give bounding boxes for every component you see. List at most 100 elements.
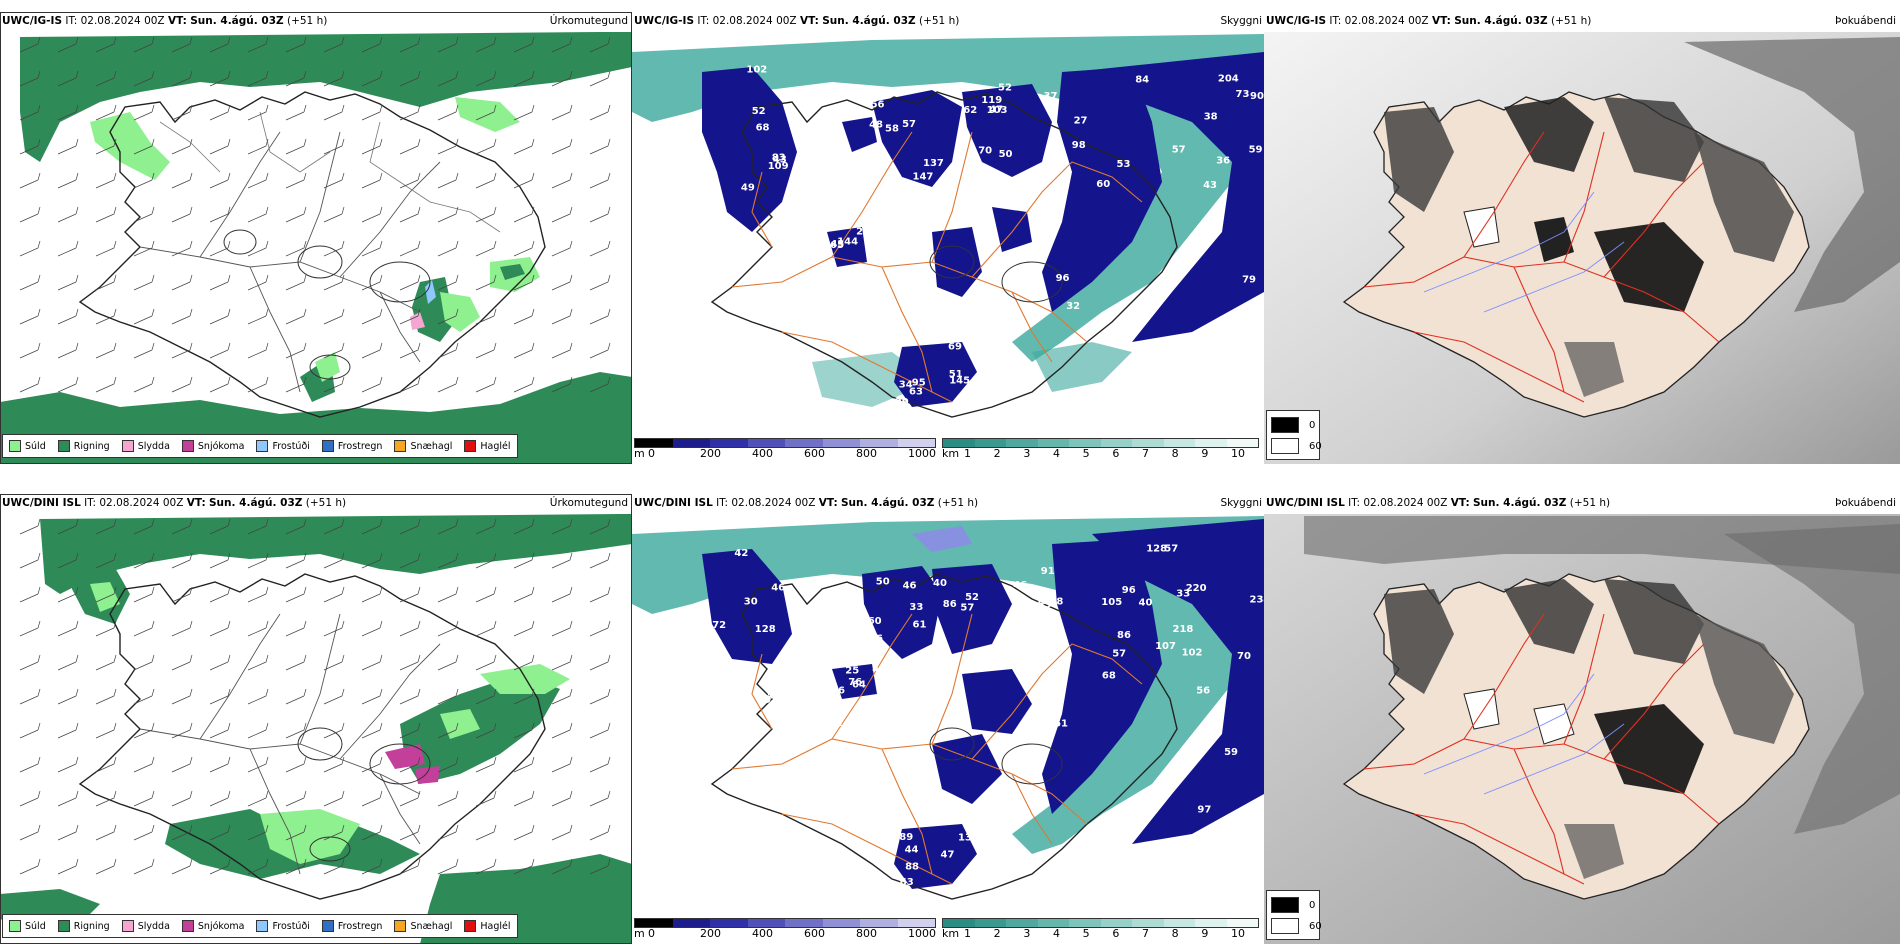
colorbar-tick-label: 1000 <box>908 927 936 940</box>
colorbar-tick-label: 4 <box>1053 447 1060 460</box>
ceiling-value-label: 57 <box>902 119 916 130</box>
wind-barb <box>171 518 193 535</box>
wind-barb <box>475 308 497 325</box>
wind-barb <box>589 722 611 739</box>
ceiling-value-label: 119 <box>981 95 1002 106</box>
ceiling-value-label: 79 <box>1242 275 1256 286</box>
wind-barb <box>361 790 383 807</box>
legend-swatch <box>321 920 334 932</box>
wind-barb <box>19 274 41 291</box>
ceiling-value-label: 47 <box>920 655 934 666</box>
wind-barb <box>19 308 41 325</box>
ceiling-value-label: 53 <box>1117 159 1131 170</box>
wind-barb <box>57 722 79 739</box>
colorbar-tick-label: 5 <box>1082 447 1090 460</box>
ceiling-value-label: 25 <box>845 666 859 677</box>
ceiling-value-label: 66 <box>869 634 883 645</box>
fog-map-row1 <box>1264 32 1900 464</box>
wind-barb <box>589 824 611 841</box>
wind-barb <box>589 586 611 603</box>
ceiling-value-label: 36 <box>1216 156 1230 167</box>
wind-barb <box>95 756 117 773</box>
ceiling-value-label: 145 <box>949 376 970 387</box>
wind-barb <box>209 138 231 155</box>
wind-barb <box>95 586 117 603</box>
colorbar-tick-label: 9 <box>1201 927 1209 940</box>
legend-item: Frostúði <box>256 920 310 932</box>
ceiling-value-label: 204 <box>1218 74 1239 85</box>
wind-barb <box>285 376 307 393</box>
fog-panel-title: Þokuábendi <box>1835 497 1896 509</box>
visibility-panel-row2: 42 40 28 68 47 36 33 46 60 46 57 63 48 56 59 47 51 128 138… <box>632 494 1264 944</box>
visibility-colorbar-strip <box>942 438 1259 448</box>
wind-barb <box>285 70 307 87</box>
ceiling-value-label: 90 <box>1250 91 1264 102</box>
wind-barb <box>209 722 231 739</box>
wind-barb <box>57 240 79 257</box>
colorbar-tick-label: 4 <box>1053 927 1060 940</box>
visibility-colorbar-row2: km 1 2 3 4 5 6 7 8 9 10 <box>942 918 1259 944</box>
colorbar-segment <box>943 919 975 927</box>
wind-barb <box>95 36 117 53</box>
ceiling-value-label: 57 <box>1172 145 1186 156</box>
wind-barb <box>133 722 155 739</box>
wind-barb <box>551 620 573 637</box>
ceiling-value-label: 28 <box>1049 597 1063 608</box>
wind-barb <box>133 858 155 875</box>
wind-barb <box>475 104 497 121</box>
wind-barb <box>361 756 383 773</box>
ceiling-value-label: 81 <box>879 238 893 249</box>
wind-barb <box>247 172 269 189</box>
wind-barb <box>437 552 459 569</box>
wind-barb <box>551 104 573 121</box>
ceiling-value-label: 69 <box>866 169 880 180</box>
visibility-colorbar-strip <box>942 918 1259 928</box>
wind-barb <box>361 518 383 535</box>
wind-barb <box>551 240 573 257</box>
wind-barb <box>361 620 383 637</box>
legend-label: Súld <box>25 920 46 932</box>
wind-barb <box>323 722 345 739</box>
wind-barb <box>209 172 231 189</box>
wind-barb <box>475 172 497 189</box>
legend-item: Frostregn <box>321 440 382 452</box>
fog-panel-row1: UWC/IG-IS IT: 02.08.2024 00Z VT: Sun. 4.… <box>1264 12 1900 464</box>
wind-barb <box>247 824 269 841</box>
wind-barb <box>551 824 573 841</box>
ceiling-value-label: 84 <box>1135 75 1149 86</box>
wind-barb <box>95 552 117 569</box>
wind-barb <box>323 756 345 773</box>
wind-barb <box>513 688 535 705</box>
ceiling-value-label: 69 <box>948 341 962 352</box>
wind-barb <box>513 518 535 535</box>
wind-barb <box>361 722 383 739</box>
wind-barb <box>133 172 155 189</box>
wind-barb <box>285 104 307 121</box>
ceiling-value-label: 33 <box>1176 589 1190 600</box>
legend-item: Snæhagl <box>394 440 452 452</box>
ceiling-value-label: 52 <box>933 815 947 826</box>
ceiling-value-label: 47 <box>941 850 955 861</box>
legend-item: Súld <box>9 440 46 452</box>
colorbar-tick-label: 1000 <box>908 447 936 460</box>
colorbar-tick-label: 400 <box>752 927 773 940</box>
wind-barb <box>209 104 231 121</box>
ceiling-value-label: 75 <box>801 655 815 666</box>
wind-barb <box>323 274 345 291</box>
wind-barb <box>399 824 421 841</box>
wind-barb <box>361 342 383 359</box>
ceiling-value-label: 47 <box>1004 642 1018 653</box>
wind-barb <box>247 342 269 359</box>
wind-barb <box>513 654 535 671</box>
wind-barb <box>589 172 611 189</box>
wind-barb <box>361 36 383 53</box>
wind-barb <box>247 518 269 535</box>
wind-barb <box>171 722 193 739</box>
wind-barb <box>437 376 459 393</box>
legend-label: Snjókoma <box>197 440 245 452</box>
ceiling-value-label: 72 <box>712 620 726 631</box>
wind-barb <box>589 654 611 671</box>
colorbar-tick-label: 400 <box>752 447 773 460</box>
ceiling-value-label: 48 <box>869 120 883 131</box>
ceiling-value-label: 67 <box>837 701 851 712</box>
